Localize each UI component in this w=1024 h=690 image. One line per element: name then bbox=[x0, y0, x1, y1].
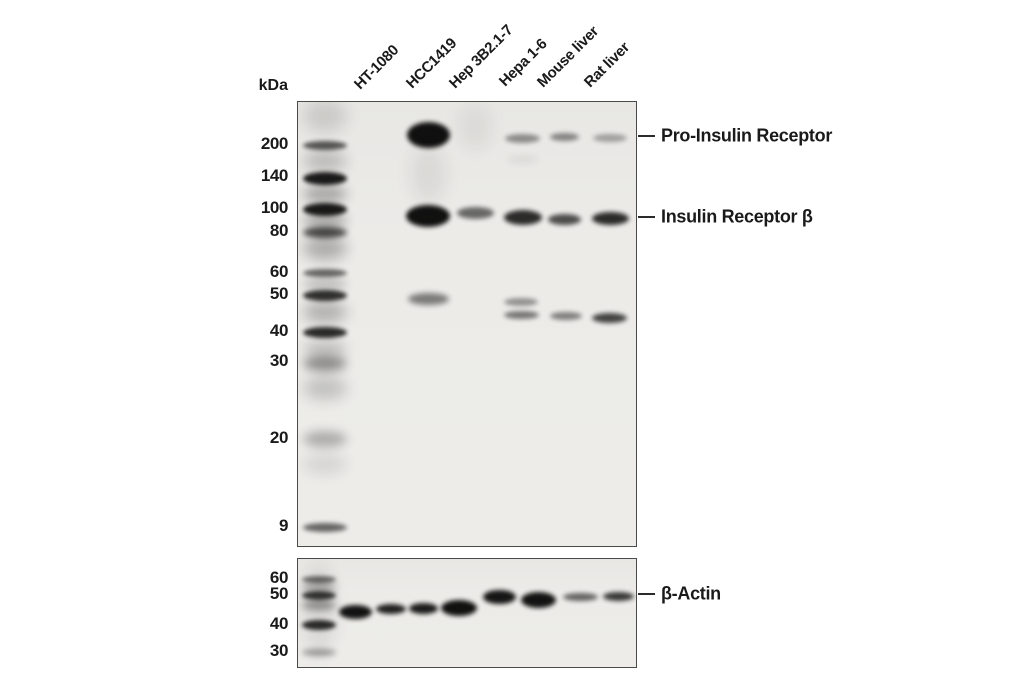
kda-marker-label: 40 bbox=[269, 321, 289, 340]
blot-band bbox=[457, 207, 494, 219]
mw-ladder-band bbox=[302, 648, 336, 656]
mw-ladder-band bbox=[303, 185, 347, 203]
blot-band bbox=[550, 312, 582, 320]
blot-band bbox=[505, 133, 540, 143]
mw-ladder-band bbox=[303, 341, 347, 357]
blot-band bbox=[409, 602, 438, 614]
kda-marker-label: 60 bbox=[269, 262, 289, 281]
blot-band bbox=[521, 592, 556, 608]
blot-band bbox=[441, 600, 477, 616]
mw-ladder-band bbox=[302, 590, 336, 600]
kda-marker-label: 60 bbox=[269, 568, 289, 587]
mw-ladder-band bbox=[302, 620, 336, 630]
kda-unit-label: kDa bbox=[258, 77, 288, 94]
mw-ladder-band bbox=[303, 454, 347, 474]
mw-ladder-band bbox=[303, 289, 347, 301]
band-annotation-dash bbox=[638, 135, 655, 137]
mw-ladder-band bbox=[303, 522, 347, 532]
kda-marker-label: 9 bbox=[278, 516, 288, 535]
blot-band bbox=[592, 313, 627, 323]
mw-ladder-band bbox=[303, 150, 347, 172]
blot-band bbox=[593, 134, 627, 142]
blot-band bbox=[548, 213, 581, 225]
blot-band bbox=[603, 591, 634, 601]
blot-band bbox=[504, 298, 538, 306]
kda-marker-label: 200 bbox=[260, 134, 289, 153]
mw-ladder-band bbox=[303, 236, 347, 260]
kda-marker-label: 140 bbox=[260, 166, 289, 185]
blot-band bbox=[550, 133, 579, 141]
mw-ladder-band bbox=[303, 278, 347, 290]
kda-marker-label: 50 bbox=[269, 284, 289, 303]
kda-marker-label: 80 bbox=[269, 221, 289, 240]
band-annotation-label: Pro-Insulin Receptor bbox=[661, 125, 833, 146]
blot-band bbox=[407, 122, 450, 148]
top-blot-panel bbox=[297, 101, 637, 547]
mw-ladder-band bbox=[302, 575, 336, 583]
blot-band bbox=[458, 103, 492, 151]
blot-band bbox=[563, 593, 598, 601]
mw-ladder-band bbox=[303, 202, 347, 216]
mw-ladder-band bbox=[303, 102, 347, 133]
mw-ladder-band bbox=[303, 213, 347, 229]
blot-band bbox=[504, 209, 542, 225]
mw-ladder-band bbox=[303, 140, 347, 150]
mw-ladder-band bbox=[302, 600, 336, 610]
band-annotation-dash bbox=[638, 593, 655, 595]
bottom-blot-panel bbox=[297, 558, 637, 668]
blot-band bbox=[376, 604, 406, 614]
mw-ladder-band bbox=[303, 269, 347, 277]
mw-ladder-band bbox=[303, 301, 347, 323]
mw-ladder-band bbox=[303, 355, 347, 371]
blot-band bbox=[504, 311, 539, 319]
blot-band bbox=[483, 590, 516, 604]
blot-band bbox=[592, 211, 629, 225]
mw-ladder-band bbox=[303, 431, 347, 447]
kda-marker-label: 100 bbox=[260, 198, 289, 217]
band-annotation-dash bbox=[638, 216, 655, 218]
lane-label: HT-1080 bbox=[350, 41, 403, 93]
blot-band bbox=[406, 205, 450, 227]
mw-ladder-band bbox=[302, 582, 336, 592]
blot-band bbox=[408, 293, 449, 305]
mw-ladder-band bbox=[303, 376, 347, 400]
kda-marker-label: 30 bbox=[269, 641, 289, 660]
mw-ladder-band bbox=[303, 326, 347, 338]
mw-ladder-band bbox=[303, 171, 347, 185]
band-annotation-label: β-Actin bbox=[661, 583, 721, 604]
blot-band bbox=[507, 155, 539, 163]
blot-band bbox=[411, 144, 446, 204]
kda-marker-label: 40 bbox=[269, 614, 289, 633]
kda-marker-label: 30 bbox=[269, 351, 289, 370]
blot-band bbox=[339, 605, 372, 619]
mw-ladder-band bbox=[303, 226, 347, 238]
band-annotation-label: Insulin Receptor β bbox=[661, 206, 813, 227]
kda-marker-label: 20 bbox=[269, 428, 289, 447]
kda-marker-label: 50 bbox=[269, 584, 289, 603]
